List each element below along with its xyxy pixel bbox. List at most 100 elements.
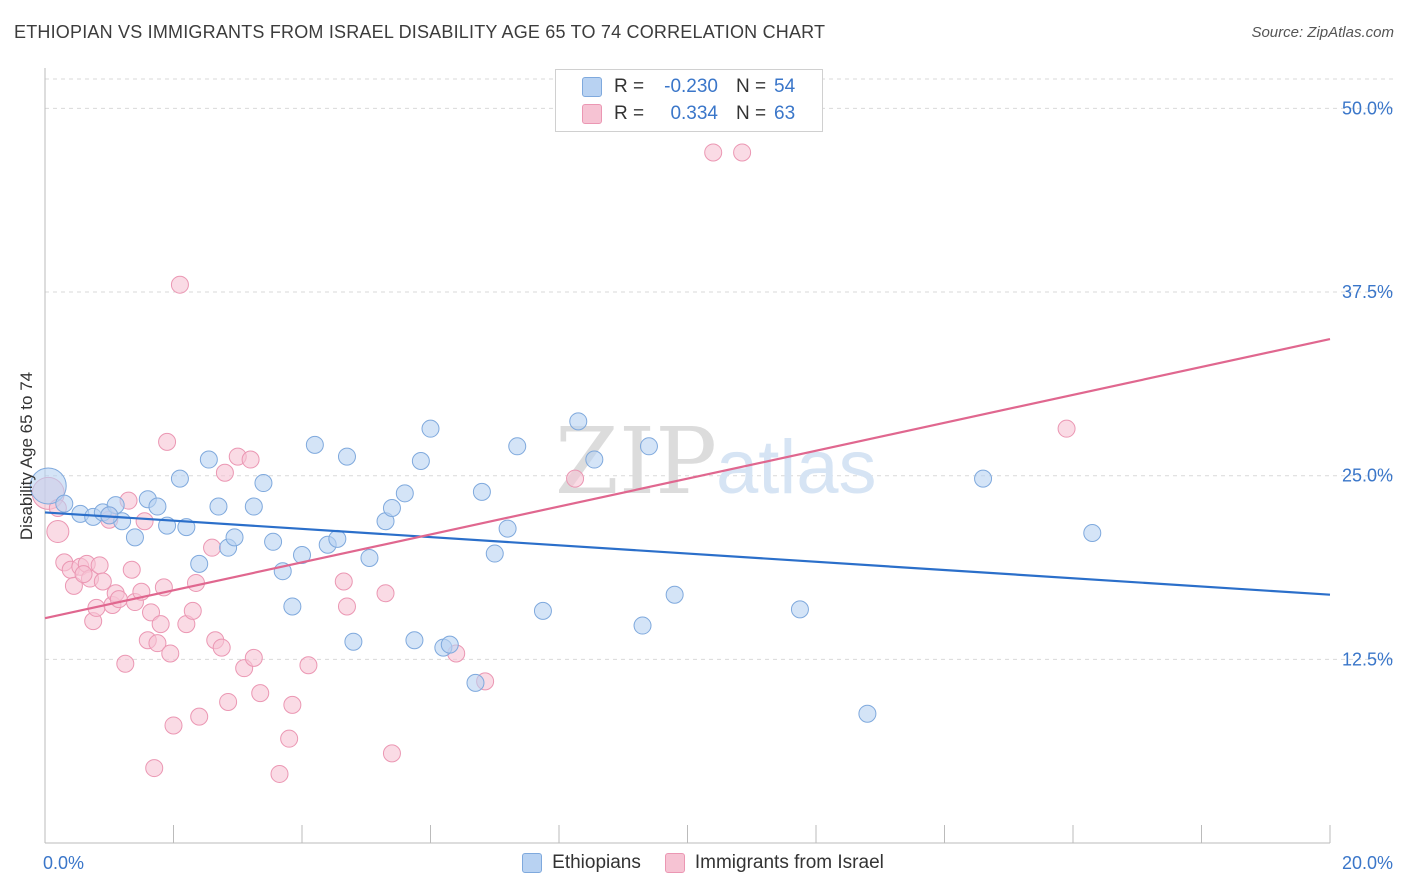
data-point-ethiopian [440, 635, 459, 654]
data-point-ethiopian [254, 474, 273, 493]
data-point-israel [64, 576, 83, 595]
data-point-israel [164, 716, 183, 735]
data-point-israel [122, 560, 141, 579]
data-point-ethiopian [328, 529, 347, 548]
data-point-israel [382, 744, 401, 763]
data-point-ethiopian [190, 554, 209, 573]
data-point-israel [241, 450, 260, 469]
trend-lines [44, 337, 1331, 620]
data-point-israel [151, 615, 170, 634]
data-point-ethiopian [466, 673, 485, 692]
y-tick-label: 12.5% [1342, 649, 1393, 669]
data-point-israel [90, 556, 109, 575]
data-point-ethiopian [209, 497, 228, 516]
data-point-israel [251, 684, 270, 703]
data-point-israel [186, 573, 205, 592]
legend-item-immigrants-from-israel: Immigrants from Israel [664, 852, 884, 874]
data-point-ethiopian [790, 600, 809, 619]
axes [44, 68, 1331, 844]
data-point-ethiopian [283, 597, 302, 616]
data-point-ethiopian [639, 437, 658, 456]
legend-r-value: -0.230 [664, 76, 718, 97]
data-point-israel [158, 432, 177, 451]
data-point-israel [142, 603, 161, 622]
data-point-ethiopian [244, 497, 263, 516]
data-point-ethiopian [974, 469, 993, 488]
data-point-israel [46, 520, 70, 544]
data-point-ethiopian [585, 450, 604, 469]
data-point-ethiopian [411, 452, 430, 470]
legend-n-label: N = [736, 76, 767, 97]
data-point-israel [376, 584, 395, 603]
legend-swatch-blue [522, 853, 543, 873]
data-point-ethiopian [498, 519, 517, 538]
data-point-ethiopian [305, 435, 324, 454]
data-point-israel [283, 695, 302, 714]
data-point-ethiopian [382, 499, 401, 518]
data-point-ethiopian [508, 437, 527, 456]
data-point-israel [733, 143, 752, 162]
data-point-israel [145, 759, 164, 778]
legend-r-label: R = [614, 76, 645, 97]
data-point-israel [215, 463, 234, 482]
trend-line-ethiopians [44, 511, 1331, 596]
data-point-israel [219, 692, 238, 711]
correlation-legend: R = -0.230 N = 54 R = 0.334 N = 63 [555, 69, 823, 132]
watermark: ZIP atlas [555, 408, 877, 515]
data-point-israel [244, 648, 263, 667]
data-point-ethiopian [665, 585, 684, 604]
x-tick-label: 20.0% [1342, 853, 1393, 873]
source-credit: Source: ZipAtlas.com [1251, 24, 1394, 41]
series-ethiopians [29, 412, 1102, 723]
legend-n-value: 63 [774, 103, 796, 124]
data-point-israel [337, 597, 356, 616]
legend-swatch-blue [582, 77, 602, 97]
data-point-ethiopian [569, 412, 588, 431]
data-point-israel [190, 707, 209, 726]
data-point-israel [1057, 419, 1076, 438]
data-point-israel [148, 634, 167, 653]
data-point-israel [135, 512, 154, 531]
data-point-israel [704, 143, 723, 162]
data-point-ethiopian [485, 544, 504, 563]
legend-swatch-pink [664, 853, 685, 873]
data-point-israel [116, 654, 135, 673]
legend-row-ethiopians: R = -0.230 N = 54 [582, 75, 795, 99]
data-point-ethiopian [533, 601, 552, 620]
data-point-israel [566, 469, 585, 488]
data-point-ethiopian [225, 528, 244, 547]
data-point-israel [109, 590, 128, 609]
legend-n-value: 54 [774, 76, 796, 97]
series-legend: Ethiopians Immigrants from Israel [0, 852, 1406, 874]
data-point-ethiopian [177, 518, 196, 537]
data-point-ethiopian [337, 447, 356, 466]
data-point-ethiopian [633, 616, 652, 635]
y-tick-label: 50.0% [1342, 98, 1393, 118]
data-point-israel [74, 565, 93, 584]
trend-line-israel [44, 337, 1331, 620]
legend-r-value: 0.334 [670, 103, 718, 124]
data-point-israel [270, 764, 289, 783]
data-point-israel [212, 638, 231, 657]
data-point-israel [183, 601, 202, 620]
data-point-israel [161, 644, 180, 663]
data-point-ethiopian [199, 450, 218, 469]
data-point-ethiopian [125, 528, 144, 547]
data-point-israel [93, 572, 112, 591]
legend-swatch-pink [582, 104, 602, 124]
data-point-ethiopian [472, 482, 491, 501]
data-point-ethiopian [344, 632, 363, 651]
data-point-ethiopian [360, 548, 379, 567]
y-tick-label: 37.5% [1342, 282, 1393, 302]
data-point-ethiopian [264, 532, 283, 551]
data-point-ethiopian [293, 546, 311, 565]
legend-label: Ethiopians [552, 852, 641, 873]
data-point-ethiopian [148, 497, 167, 516]
legend-r-label: R = [614, 103, 645, 124]
legend-row-israel: R = 0.334 N = 63 [582, 102, 795, 126]
data-point-israel [170, 275, 189, 294]
data-point-ethiopian [29, 467, 67, 505]
data-point-israel [299, 656, 318, 675]
data-point-ethiopian [395, 484, 414, 503]
